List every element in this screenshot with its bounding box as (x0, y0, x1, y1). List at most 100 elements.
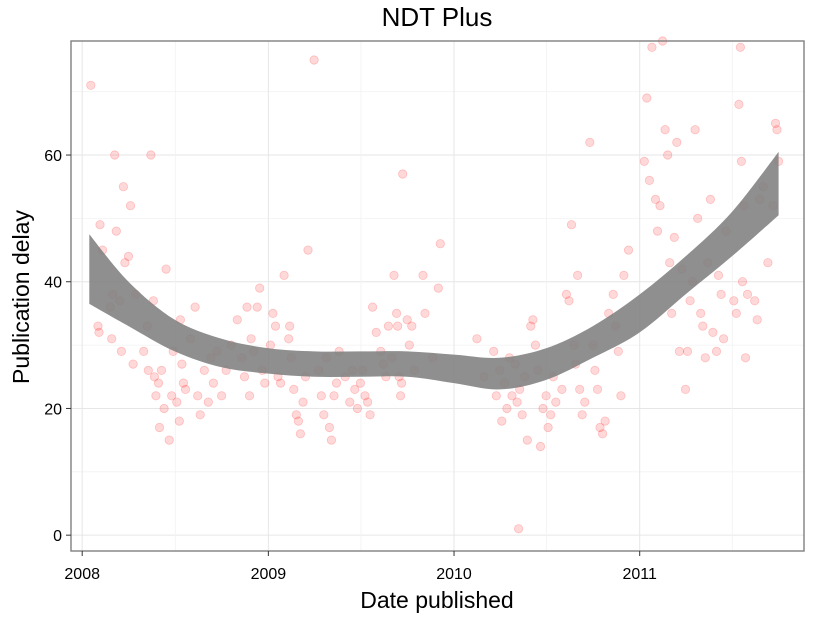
scatter-point (772, 125, 782, 135)
scatter-point (652, 226, 663, 236)
scatter-point (174, 416, 184, 426)
scatter-point (392, 321, 403, 331)
scatter-point (669, 232, 679, 242)
scatter-point (608, 289, 618, 299)
scatter-point (713, 270, 724, 280)
scatter-point (246, 334, 256, 344)
scatter-point (517, 410, 527, 420)
scatter-point (395, 391, 406, 401)
scatter-point (708, 327, 718, 337)
scatter-point (398, 169, 408, 179)
scatter-point (696, 308, 706, 318)
scatter-point (153, 378, 164, 388)
panel-border (70, 40, 805, 552)
scatter-point (680, 384, 691, 394)
scatter-point (433, 283, 443, 293)
scatter-point (193, 391, 203, 401)
scatter-point (295, 429, 305, 439)
scatter-point (522, 435, 532, 445)
grid-lines (71, 41, 804, 551)
scatter-point (770, 118, 781, 129)
scatter-point (285, 321, 295, 331)
scatter-point (616, 391, 626, 401)
scatter-point (172, 397, 182, 407)
scatter-point (737, 277, 748, 287)
scatter-point (396, 378, 407, 388)
scatter-point (705, 194, 716, 204)
scatter-point (362, 397, 373, 407)
scatter-point (655, 201, 665, 211)
scatter-point (303, 245, 313, 255)
scatter-point (355, 378, 365, 388)
scatter-point (298, 397, 308, 407)
scatter-point (93, 321, 103, 331)
scatter-point (208, 378, 218, 388)
scatter-point (564, 296, 574, 306)
scatter-point (319, 410, 329, 420)
scatter-point (367, 302, 378, 312)
scatter-point (642, 93, 652, 103)
scatter-point (265, 340, 275, 350)
scatter-point (735, 42, 746, 52)
scatter-point (252, 302, 262, 312)
scatter-point (557, 384, 567, 394)
scatter-point (667, 308, 677, 318)
scatter-point (577, 410, 587, 420)
scatter-point (195, 410, 205, 420)
scatter-point (161, 264, 171, 274)
scatter-point (167, 391, 177, 401)
scatter-point (268, 308, 278, 318)
y-tick-label: 20 (44, 401, 62, 418)
scatter-point (365, 410, 375, 420)
chart-title: NDT Plus (382, 2, 493, 32)
scatter-point (600, 416, 610, 426)
scatter-point (154, 422, 165, 433)
scatter-point (644, 175, 655, 185)
scatter-point (371, 327, 381, 337)
scatter-point (541, 391, 551, 401)
scatter-point (693, 213, 703, 223)
scatter-point (203, 397, 213, 407)
smooth-band-layer (89, 151, 779, 390)
scatter-point (711, 346, 722, 356)
y-tick-label: 0 (53, 528, 62, 545)
scatter-point (309, 55, 319, 65)
scatter-point (146, 150, 156, 160)
scatter-point (389, 270, 399, 280)
scatter-point (665, 258, 675, 268)
scatter-point (139, 346, 149, 356)
scatter-point (149, 372, 159, 382)
scatter-point (597, 429, 608, 439)
scatter-point (763, 258, 773, 268)
scatter-point (352, 403, 362, 414)
scatter-point (750, 296, 760, 306)
scatter-point (331, 378, 342, 388)
x-tick-label: 2008 (64, 566, 100, 583)
scatter-point (740, 353, 751, 363)
scatter-point (291, 410, 301, 420)
scatter-point (86, 80, 96, 90)
scatter-point (383, 321, 393, 331)
scatter-point (613, 346, 623, 356)
y-tick-label: 60 (44, 148, 62, 165)
scatter-point (316, 391, 326, 401)
scatter-point (199, 365, 209, 375)
scatter-point (260, 378, 270, 388)
scatter-point (143, 365, 153, 375)
scatter-point (497, 416, 507, 426)
y-tick-label: 40 (44, 275, 62, 292)
scatter-point (275, 378, 286, 388)
scatter-point (284, 334, 294, 344)
scatter-point (663, 150, 673, 160)
scatter-point (244, 391, 255, 401)
scatter-point (639, 156, 649, 166)
scatter-point (164, 435, 174, 445)
scatter-point (752, 315, 762, 325)
scatter-point (731, 308, 741, 318)
scatter-point (647, 42, 657, 52)
scatter-point (402, 315, 412, 325)
scatter-point (125, 201, 136, 211)
scatter-point (420, 308, 430, 318)
scatter-point (736, 156, 747, 166)
